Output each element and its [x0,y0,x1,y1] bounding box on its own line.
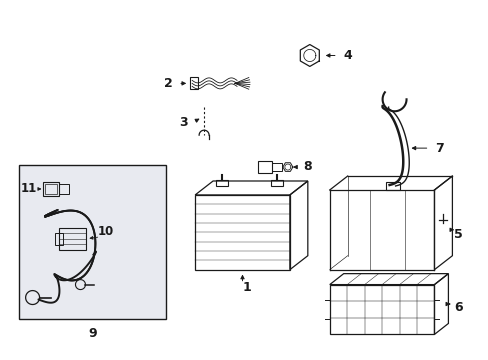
Text: 1: 1 [242,281,251,294]
Text: 2: 2 [163,77,172,90]
Text: 7: 7 [434,141,443,155]
Text: 4: 4 [343,49,351,62]
Text: 9: 9 [88,327,97,340]
Text: 8: 8 [303,159,311,172]
Text: 10: 10 [97,225,113,238]
Bar [19,165,166,319]
Text: 5: 5 [453,228,462,241]
Text: 3: 3 [179,116,187,129]
Text: 11: 11 [20,183,37,195]
Text: 6: 6 [453,301,462,314]
